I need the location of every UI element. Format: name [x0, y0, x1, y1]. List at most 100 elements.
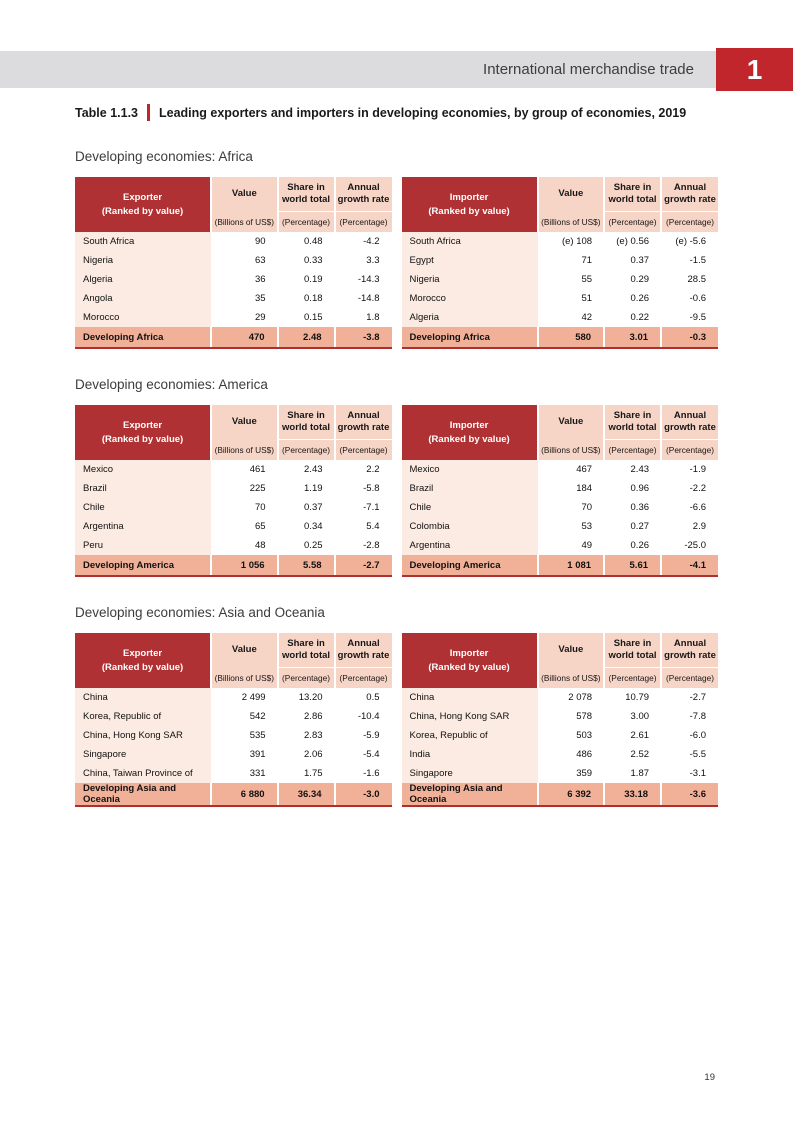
- growth-unit-cell: (Percentage): [660, 211, 718, 232]
- growth-cell: -14.8: [334, 289, 392, 308]
- role-header-cell: Exporter (Ranked by value): [75, 177, 212, 232]
- growth-cell: 0.5: [334, 688, 392, 707]
- value-cell: 42: [537, 308, 605, 327]
- share-cell: 0.18: [277, 289, 335, 308]
- value-cell: 55: [537, 270, 605, 289]
- value-cell: 1 081: [536, 555, 605, 577]
- economy-name-cell: China, Taiwan Province of: [75, 764, 212, 783]
- economy-name-cell: Korea, Republic of: [401, 726, 538, 745]
- growth-header-cell: Annual growth rate: [333, 177, 392, 212]
- table-row: China, Taiwan Province of 331 1.75 -1.6: [75, 764, 392, 783]
- value-unit-cell: (Billions of US$): [536, 667, 605, 688]
- share-cell: 0.37: [277, 498, 335, 517]
- table-head: Exporter (Ranked by value) Value Share i…: [75, 177, 392, 232]
- economy-name-cell: Argentina: [401, 536, 538, 555]
- total-row: Developing America 1 056 5.58 -2.7: [75, 555, 392, 577]
- economy-name-cell: South Africa: [401, 232, 538, 251]
- share-cell: 2.52: [604, 745, 662, 764]
- economy-name-cell: Algeria: [75, 270, 212, 289]
- value-cell: (e) 108: [537, 232, 605, 251]
- economy-name-cell: Chile: [401, 498, 538, 517]
- share-cell: 0.19: [277, 270, 335, 289]
- table-row: Mexico 461 2.43 2.2: [75, 460, 392, 479]
- economy-name-cell: Chile: [75, 498, 212, 517]
- share-cell: 13.20: [277, 688, 335, 707]
- share-cell: 2.06: [277, 745, 335, 764]
- share-cell: 0.37: [604, 251, 662, 270]
- importer-table: Importer (Ranked by value) Value Share i…: [401, 405, 718, 577]
- page-content: Table 1.1.3 Leading exporters and import…: [75, 104, 718, 807]
- table-row: Argentina 65 0.34 5.4: [75, 517, 392, 536]
- value-cell: 49: [537, 536, 605, 555]
- share-unit-cell: (Percentage): [603, 667, 662, 688]
- value-cell: 71: [537, 251, 605, 270]
- table-row: Egypt 71 0.37 -1.5: [401, 251, 718, 270]
- role-label: Importer: [449, 648, 489, 660]
- share-header-cell: Share in world total: [276, 633, 335, 668]
- share-cell: 2.61: [604, 726, 662, 745]
- role-header-cell: Importer (Ranked by value): [401, 405, 538, 460]
- share-cell: 0.29: [604, 270, 662, 289]
- table-body: China 2 499 13.20 0.5 Korea, Republic of…: [75, 688, 392, 807]
- section-2: Developing economies: Asia and Oceania E…: [75, 605, 718, 807]
- table-row: China 2 499 13.20 0.5: [75, 688, 392, 707]
- value-header-cell: Value: [536, 177, 605, 212]
- value-cell: 391: [211, 745, 278, 764]
- growth-unit-cell: (Percentage): [660, 439, 718, 460]
- table-row: Chile 70 0.37 -7.1: [75, 498, 392, 517]
- exporter-table: Exporter (Ranked by value) Value Share i…: [75, 633, 392, 807]
- table-row: Brazil 184 0.96 -2.2: [401, 479, 718, 498]
- economy-name-cell: Brazil: [75, 479, 212, 498]
- share-header-cell: Share in world total: [603, 405, 662, 440]
- economy-name-cell: Korea, Republic of: [75, 707, 212, 726]
- role-header-cell: Importer (Ranked by value): [401, 177, 538, 232]
- value-cell: 6 392: [536, 783, 605, 807]
- growth-cell: -3.6: [660, 783, 718, 807]
- economy-name-cell: Mexico: [401, 460, 538, 479]
- growth-unit-cell: (Percentage): [333, 211, 392, 232]
- share-unit-cell: (Percentage): [603, 439, 662, 460]
- value-unit-cell: (Billions of US$): [210, 211, 278, 232]
- table-row: Korea, Republic of 542 2.86 -10.4: [75, 707, 392, 726]
- value-header-cell: Value: [210, 633, 278, 668]
- table-caption-title: Leading exporters and importers in devel…: [159, 105, 687, 120]
- growth-header-cell: Annual growth rate: [660, 177, 718, 212]
- growth-cell: -9.5: [661, 308, 718, 327]
- table-caption: Table 1.1.3 Leading exporters and import…: [75, 104, 718, 121]
- growth-cell: -4.1: [660, 555, 718, 577]
- growth-unit-cell: (Percentage): [333, 667, 392, 688]
- economy-name-cell: Morocco: [401, 289, 538, 308]
- growth-unit-cell: (Percentage): [333, 439, 392, 460]
- section-heading: Developing economies: America: [75, 377, 268, 392]
- table-row: China 2 078 10.79 -2.7: [401, 688, 718, 707]
- share-cell: 2.43: [604, 460, 662, 479]
- tables-row: Exporter (Ranked by value) Value Share i…: [75, 177, 718, 349]
- importer-table: Importer (Ranked by value) Value Share i…: [401, 633, 718, 807]
- ranked-label: (Ranked by value): [428, 205, 510, 217]
- total-row: Developing Africa 580 3.01 -0.3: [401, 327, 718, 349]
- growth-cell: -4.2: [334, 232, 392, 251]
- table-head: Importer (Ranked by value) Value Share i…: [401, 633, 718, 688]
- share-cell: 2.83: [277, 726, 335, 745]
- growth-cell: -3.0: [333, 783, 392, 807]
- share-cell: 2.86: [277, 707, 335, 726]
- growth-cell: -10.4: [334, 707, 392, 726]
- value-cell: 470: [210, 327, 278, 349]
- growth-header-cell: Annual growth rate: [333, 405, 392, 440]
- share-header-cell: Share in world total: [603, 177, 662, 212]
- share-cell: 1.87: [604, 764, 662, 783]
- chapter-title: International merchandise trade: [483, 61, 694, 78]
- table-head: Importer (Ranked by value) Value Share i…: [401, 177, 718, 232]
- economy-name-cell: Peru: [75, 536, 212, 555]
- value-cell: 6 880: [210, 783, 278, 807]
- growth-cell: 2.2: [334, 460, 392, 479]
- economy-name-cell: Brazil: [401, 479, 538, 498]
- economy-name-cell: Nigeria: [401, 270, 538, 289]
- role-label: Exporter: [123, 420, 163, 432]
- share-cell: 10.79: [604, 688, 662, 707]
- table-head: Exporter (Ranked by value) Value Share i…: [75, 633, 392, 688]
- value-cell: 331: [211, 764, 278, 783]
- ranked-label: (Ranked by value): [428, 661, 510, 673]
- table-row: Morocco 51 0.26 -0.6: [401, 289, 718, 308]
